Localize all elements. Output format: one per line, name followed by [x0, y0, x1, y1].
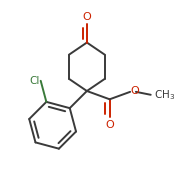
Text: CH$_3$: CH$_3$: [154, 88, 175, 102]
Text: O: O: [83, 12, 91, 22]
Text: O: O: [131, 86, 139, 96]
Text: Cl: Cl: [29, 76, 40, 86]
Text: O: O: [105, 120, 114, 130]
